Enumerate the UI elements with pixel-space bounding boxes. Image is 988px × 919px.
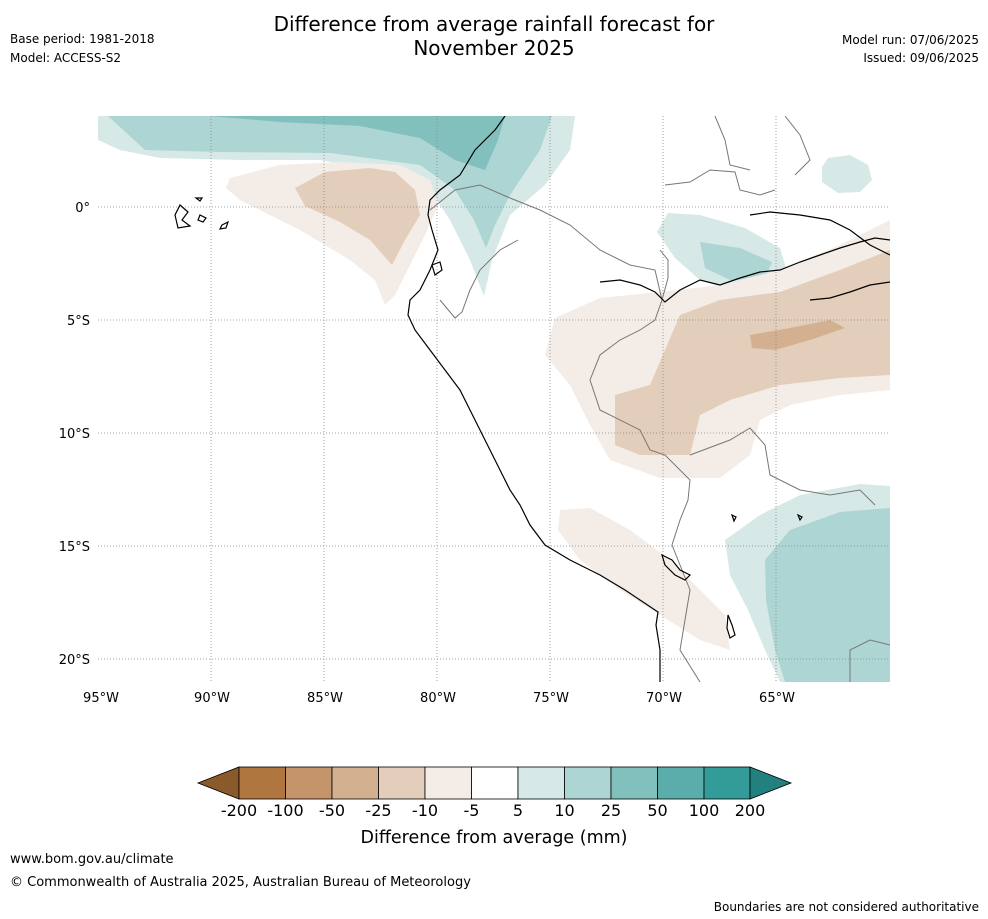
colorbar-swatch-11 — [703, 766, 751, 800]
colorbar-tick: 5 — [513, 801, 523, 820]
colorbar-tick: 200 — [735, 801, 766, 820]
copyright: © Commonwealth of Australia 2025, Austra… — [10, 875, 471, 890]
title-line-2: November 2025 — [413, 36, 575, 60]
colorbar-tick: -100 — [267, 801, 303, 820]
colorbar — [196, 766, 793, 800]
colorbar-tick: 100 — [689, 801, 720, 820]
colorbar-swatch-6 — [471, 766, 519, 800]
wet-region-southeast-mid — [765, 508, 890, 682]
colorbar-title: Difference from average (mm) — [360, 828, 627, 848]
lon-label-90w: 90°W — [194, 691, 230, 706]
model-run: Model run: 07/06/2025 — [841, 33, 979, 47]
colorbar-tick: 25 — [601, 801, 621, 820]
colorbar-swatch-8 — [564, 766, 612, 800]
colorbar-arrow-right — [749, 766, 793, 800]
wet-region-north-dark — [210, 116, 505, 170]
disclaimer: Boundaries are not considered authoritat… — [713, 900, 979, 914]
wet-region-small-light — [822, 155, 872, 193]
latitude-labels: 0° 5°S 10°S 15°S 20°S — [59, 201, 90, 668]
lat-label-0: 0° — [75, 201, 90, 216]
lat-label-15s: 15°S — [59, 540, 90, 555]
lat-label-10s: 10°S — [59, 427, 90, 442]
longitude-labels: 95°W 90°W 85°W 80°W 75°W 70°W 65°W — [83, 691, 795, 706]
colorbar-swatch-9 — [610, 766, 658, 800]
lat-label-20s: 20°S — [59, 653, 90, 668]
lat-label-5s: 5°S — [67, 314, 90, 329]
country-borders — [429, 116, 890, 682]
colorbar-tick-labels: -200 -100 -50 -25 -10 -5 5 10 25 50 100 … — [221, 801, 765, 820]
colorbar-tick: -200 — [221, 801, 257, 820]
dry-region-ocean-mid — [295, 168, 420, 265]
colorbar-swatch-3 — [331, 766, 379, 800]
model-name: Model: ACCESS-S2 — [10, 51, 122, 65]
lon-label-85w: 85°W — [307, 691, 343, 706]
page-title: Difference from average rainfall forecas… — [0, 12, 988, 60]
coastlines — [174, 116, 890, 682]
colorbar-swatch-7 — [517, 766, 565, 800]
issued-date: Issued: 09/06/2025 — [863, 51, 979, 65]
colorbar-swatch-10 — [657, 766, 705, 800]
base-period: Base period: 1981-2018 — [10, 32, 155, 46]
colorbar-tick: -10 — [412, 801, 438, 820]
lon-label-75w: 75°W — [533, 691, 569, 706]
bom-url[interactable]: www.bom.gov.au/climate — [10, 852, 174, 867]
lon-label-70w: 70°W — [646, 691, 682, 706]
colorbar-tick: -25 — [365, 801, 391, 820]
colorbar-swatch-5 — [424, 766, 472, 800]
colorbar-swatch-4 — [378, 766, 426, 800]
dry-region-amazon-dark — [750, 320, 845, 350]
gridlines — [98, 116, 890, 682]
colorbar-swatch-1 — [238, 766, 286, 800]
map-area — [98, 116, 890, 682]
wet-region-amazon-mid — [700, 242, 772, 280]
colorbar-arrow-left — [196, 766, 240, 800]
colorbar-tick: 10 — [554, 801, 574, 820]
dry-region-amazon-mid — [615, 250, 890, 455]
lon-label-95w: 95°W — [83, 691, 119, 706]
title-line-1: Difference from average rainfall forecas… — [273, 12, 715, 36]
lon-label-65w: 65°W — [759, 691, 795, 706]
colorbar-tick: -50 — [319, 801, 345, 820]
colorbar-tick: 50 — [647, 801, 667, 820]
lon-label-80w: 80°W — [420, 691, 456, 706]
dry-region-south-light — [558, 508, 730, 650]
colorbar-swatch-2 — [285, 766, 333, 800]
colorbar-tick: -5 — [464, 801, 480, 820]
